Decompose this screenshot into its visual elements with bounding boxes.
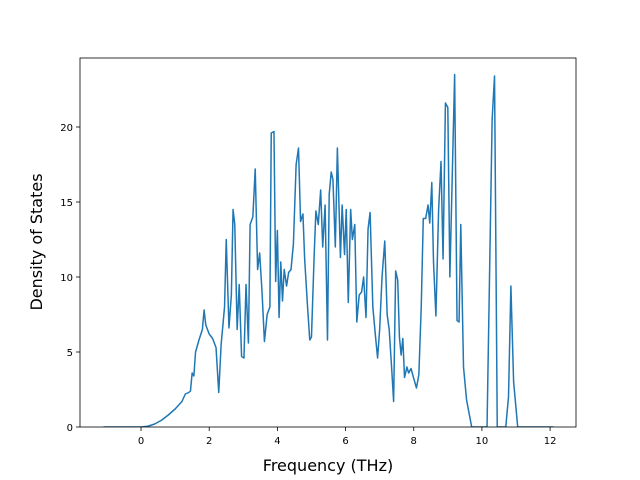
y-tick-label: 20 [60, 123, 73, 134]
x-tick-label: 4 [274, 436, 280, 447]
plot-frame [79, 57, 577, 428]
y-axis-label: Density of States [27, 173, 46, 310]
x-tick-label: 2 [206, 436, 212, 447]
x-tick-label: 0 [138, 436, 144, 447]
x-tick-label: 12 [544, 436, 557, 447]
y-tick-label: 15 [60, 198, 73, 209]
y-tick-label: 5 [67, 348, 73, 359]
line [103, 73, 554, 427]
y-tick-label: 0 [67, 423, 73, 434]
y-tick-label: 10 [60, 273, 73, 284]
x-tick-label: 6 [342, 436, 348, 447]
x-tick-label: 10 [476, 436, 489, 447]
x-tick-label: 8 [411, 436, 417, 447]
x-axis-label: Frequency (THz) [263, 456, 393, 475]
